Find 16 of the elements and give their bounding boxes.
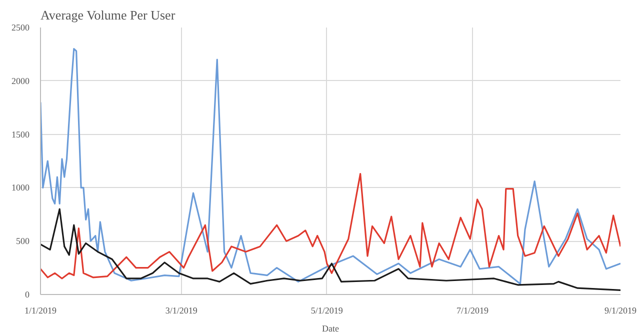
y-tick-label: 1500 (12, 129, 30, 140)
x-tick-label: 3/1/2019 (165, 306, 198, 316)
x-tick-label: 1/1/2019 (24, 306, 57, 316)
x-axis-title: Date (322, 324, 340, 334)
x-tick-label: 7/1/2019 (456, 306, 490, 316)
line-series (40, 208, 620, 292)
y-tick-label: 0 (25, 290, 30, 300)
x-tick-label: 9/1/2019 (604, 306, 637, 316)
x-tick-label: 5/1/2019 (310, 306, 344, 316)
y-tick-label: 2500 (12, 22, 30, 32)
y-tick-label: 500 (16, 236, 30, 246)
y-tick-label: 2000 (12, 76, 30, 86)
line-series (40, 48, 620, 285)
chart-title: Average Volume Per User (40, 8, 176, 22)
y-tick-label: 1000 (12, 182, 30, 193)
line-series (40, 173, 620, 280)
